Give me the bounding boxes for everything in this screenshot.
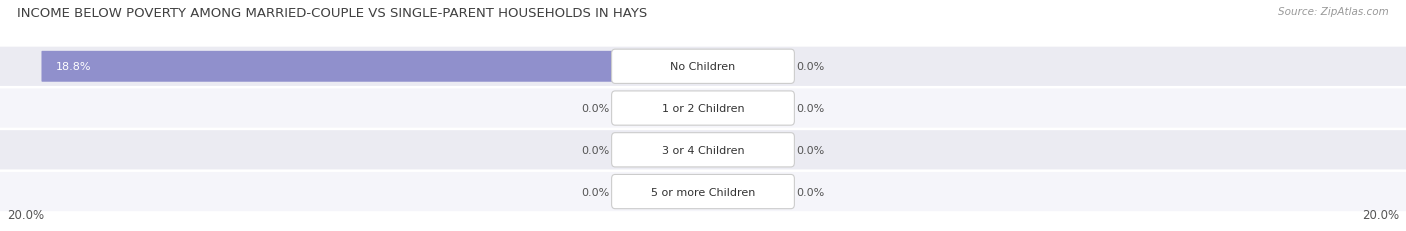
Text: 0.0%: 0.0% (796, 62, 824, 72)
FancyBboxPatch shape (612, 133, 794, 167)
Text: 0.0%: 0.0% (582, 145, 610, 155)
Text: 0.0%: 0.0% (582, 187, 610, 197)
Text: 5 or more Children: 5 or more Children (651, 187, 755, 197)
Text: 1 or 2 Children: 1 or 2 Children (662, 103, 744, 114)
Text: 0.0%: 0.0% (796, 187, 824, 197)
FancyBboxPatch shape (0, 47, 1406, 87)
FancyBboxPatch shape (0, 89, 1406, 128)
FancyBboxPatch shape (0, 131, 1406, 170)
FancyBboxPatch shape (41, 52, 704, 82)
Text: 0.0%: 0.0% (796, 145, 824, 155)
FancyBboxPatch shape (612, 175, 794, 209)
FancyBboxPatch shape (612, 50, 794, 84)
Text: No Children: No Children (671, 62, 735, 72)
Text: 3 or 4 Children: 3 or 4 Children (662, 145, 744, 155)
Text: 20.0%: 20.0% (1362, 208, 1399, 221)
Text: 20.0%: 20.0% (7, 208, 44, 221)
Text: Source: ZipAtlas.com: Source: ZipAtlas.com (1278, 7, 1389, 17)
Text: 18.8%: 18.8% (56, 62, 91, 72)
Text: 0.0%: 0.0% (796, 103, 824, 114)
FancyBboxPatch shape (612, 91, 794, 126)
FancyBboxPatch shape (0, 172, 1406, 211)
Text: INCOME BELOW POVERTY AMONG MARRIED-COUPLE VS SINGLE-PARENT HOUSEHOLDS IN HAYS: INCOME BELOW POVERTY AMONG MARRIED-COUPL… (17, 7, 647, 20)
Text: 0.0%: 0.0% (582, 103, 610, 114)
